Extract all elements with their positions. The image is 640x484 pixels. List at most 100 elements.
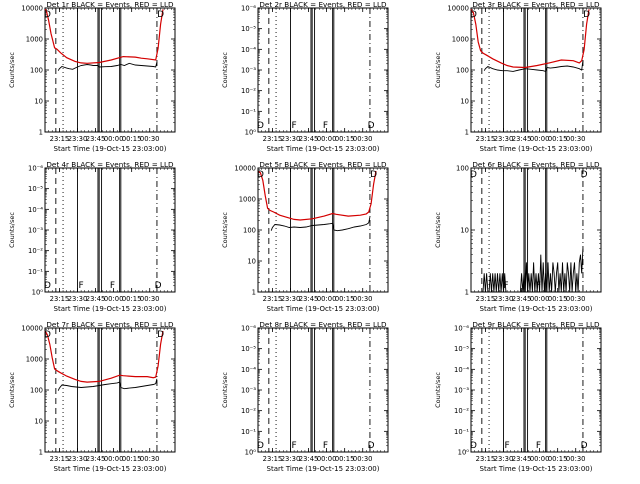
x-tick-label: 00:00 bbox=[530, 295, 550, 303]
x-tick-label: 00:00 bbox=[530, 135, 550, 143]
marker-label: D bbox=[583, 10, 590, 20]
x-tick-label: 23:15 bbox=[50, 455, 70, 463]
x-axis-label: Start Time (19-Oct-15 23:03:00) bbox=[480, 305, 593, 313]
marker-label: D bbox=[368, 121, 375, 131]
chart-title: Det 4r BLACK = Events, RED = LLD bbox=[46, 160, 174, 169]
y-tick-label: 10 bbox=[34, 98, 43, 106]
marker-label: D bbox=[44, 10, 51, 20]
x-tick-label: 00:00 bbox=[317, 455, 337, 463]
y-tick-label: 10000 bbox=[234, 165, 256, 173]
y-tick-label: 10 bbox=[460, 227, 469, 235]
x-tick-label: 23:15 bbox=[263, 295, 283, 303]
chart-panel-4: Det 4r BLACK = Events, RED = LLD Counts/s… bbox=[8, 160, 176, 313]
marker-label: D bbox=[368, 441, 375, 451]
chart-title: Det 2r BLACK = Events, RED = LLD bbox=[259, 0, 387, 9]
y-tick-label: 100 bbox=[456, 67, 469, 75]
x-tick-label: 00:15 bbox=[548, 455, 568, 463]
x-tick-label: 00:15 bbox=[122, 295, 142, 303]
y-tick-label: 10⁻² bbox=[454, 407, 469, 415]
x-tick-label: 00:00 bbox=[317, 135, 337, 143]
x-tick-label: 00:15 bbox=[335, 455, 355, 463]
y-tick-label: 10⁻¹ bbox=[241, 108, 256, 116]
x-tick-label: 00:15 bbox=[122, 135, 142, 143]
x-tick-label: 00:30 bbox=[566, 295, 586, 303]
y-axis-label: Counts/sec bbox=[434, 52, 442, 88]
x-tick-label: 00:00 bbox=[104, 295, 124, 303]
y-tick-label: 10⁻⁴ bbox=[454, 366, 469, 374]
y-tick-label: 10⁻¹ bbox=[28, 268, 43, 276]
x-tick-label: 00:00 bbox=[104, 455, 124, 463]
y-axis-label: Counts/sec bbox=[8, 52, 16, 88]
x-tick-label: 23:30 bbox=[494, 455, 514, 463]
chart-title: Det 9r BLACK = Events, RED = LLD bbox=[472, 320, 600, 329]
y-tick-label: 10⁻⁴ bbox=[241, 366, 256, 374]
chart-panel-8: Det 8r BLACK = Events, RED = LLD Counts/s… bbox=[221, 320, 389, 473]
x-axis-label: Start Time (19-Oct-15 23:03:00) bbox=[54, 145, 167, 153]
x-tick-label: 23:30 bbox=[68, 135, 88, 143]
x-axis-label: Start Time (19-Oct-15 23:03:00) bbox=[267, 465, 380, 473]
series-line-1 bbox=[257, 170, 377, 221]
y-axis-label: Counts/sec bbox=[221, 372, 229, 408]
x-tick-label: 00:30 bbox=[566, 455, 586, 463]
chart-panel-3: Det 3r BLACK = Events, RED = LLD Counts/s… bbox=[434, 0, 602, 153]
x-tick-label: 23:15 bbox=[50, 295, 70, 303]
x-tick-label: 23:45 bbox=[512, 455, 532, 463]
plot-frame bbox=[470, 327, 602, 453]
x-axis-label: Start Time (19-Oct-15 23:03:00) bbox=[480, 145, 593, 153]
x-tick-label: 23:30 bbox=[494, 295, 514, 303]
y-tick-label: 100 bbox=[456, 165, 469, 173]
x-tick-label: 00:30 bbox=[140, 455, 160, 463]
chart-title: Det 3r BLACK = Events, RED = LLD bbox=[472, 0, 600, 9]
chart-panel-5: Det 5r BLACK = Events, RED = LLD Counts/s… bbox=[221, 160, 389, 313]
chart-panel-9: Det 9r BLACK = Events, RED = LLD Counts/s… bbox=[434, 320, 602, 473]
x-tick-label: 23:45 bbox=[299, 295, 319, 303]
x-axis-label: Start Time (19-Oct-15 23:03:00) bbox=[267, 305, 380, 313]
y-tick-label: 100 bbox=[30, 387, 43, 395]
marker-label: D bbox=[44, 281, 51, 291]
y-tick-label: 10⁻³ bbox=[241, 67, 256, 75]
y-tick-label: 10000 bbox=[21, 5, 43, 13]
x-tick-label: 23:30 bbox=[281, 295, 301, 303]
marker-label: F bbox=[292, 121, 297, 131]
series-line-2 bbox=[57, 61, 158, 71]
x-tick-label: 00:15 bbox=[335, 135, 355, 143]
y-axis-label: Counts/sec bbox=[221, 52, 229, 88]
y-tick-label: 10000 bbox=[21, 325, 43, 333]
y-tick-label: 10⁻⁵ bbox=[241, 345, 256, 353]
x-tick-label: 00:30 bbox=[140, 295, 160, 303]
y-tick-label: 10⁻¹ bbox=[241, 428, 256, 436]
y-tick-label: 10 bbox=[34, 418, 43, 426]
x-tick-label: 00:30 bbox=[140, 135, 160, 143]
chart-title: Det 5r BLACK = Events, RED = LLD bbox=[259, 160, 387, 169]
y-tick-label: 10⁻⁵ bbox=[28, 185, 43, 193]
chart-title: Det 1r BLACK = Events, RED = LLD bbox=[46, 0, 174, 9]
marker-label: F bbox=[79, 281, 84, 291]
y-tick-label: 10⁻³ bbox=[28, 227, 43, 235]
y-axis-label: Counts/sec bbox=[8, 372, 16, 408]
x-tick-label: 23:15 bbox=[476, 455, 496, 463]
y-tick-label: 10⁰ bbox=[32, 289, 44, 297]
chart-panel-7: Det 7r BLACK = Events, RED = LLD Counts/s… bbox=[8, 320, 176, 473]
y-tick-label: 10⁻⁴ bbox=[241, 46, 256, 54]
x-tick-label: 23:45 bbox=[512, 295, 532, 303]
y-tick-label: 10⁻⁶ bbox=[454, 325, 469, 333]
y-tick-label: 10⁻⁶ bbox=[28, 165, 43, 173]
chart-panel-2: Det 2r BLACK = Events, RED = LLD Counts/s… bbox=[221, 0, 389, 153]
x-tick-label: 23:15 bbox=[50, 135, 70, 143]
y-tick-label: 1 bbox=[465, 289, 469, 297]
plot-frame bbox=[257, 167, 389, 293]
x-axis-label: Start Time (19-Oct-15 23:03:00) bbox=[480, 465, 593, 473]
plot-frame bbox=[44, 327, 176, 453]
y-tick-label: 1000 bbox=[26, 36, 43, 44]
x-tick-label: 00:15 bbox=[122, 455, 142, 463]
marker-label: F bbox=[110, 281, 115, 291]
marker-label: D bbox=[157, 10, 164, 20]
y-tick-label: 10 bbox=[460, 98, 469, 106]
x-axis-label: Start Time (19-Oct-15 23:03:00) bbox=[54, 465, 167, 473]
y-tick-label: 10⁻³ bbox=[241, 387, 256, 395]
y-tick-label: 10⁻⁶ bbox=[241, 325, 256, 333]
y-tick-label: 100 bbox=[243, 227, 256, 235]
y-tick-label: 10⁻⁵ bbox=[454, 345, 469, 353]
x-axis-label: Start Time (19-Oct-15 23:03:00) bbox=[54, 305, 167, 313]
